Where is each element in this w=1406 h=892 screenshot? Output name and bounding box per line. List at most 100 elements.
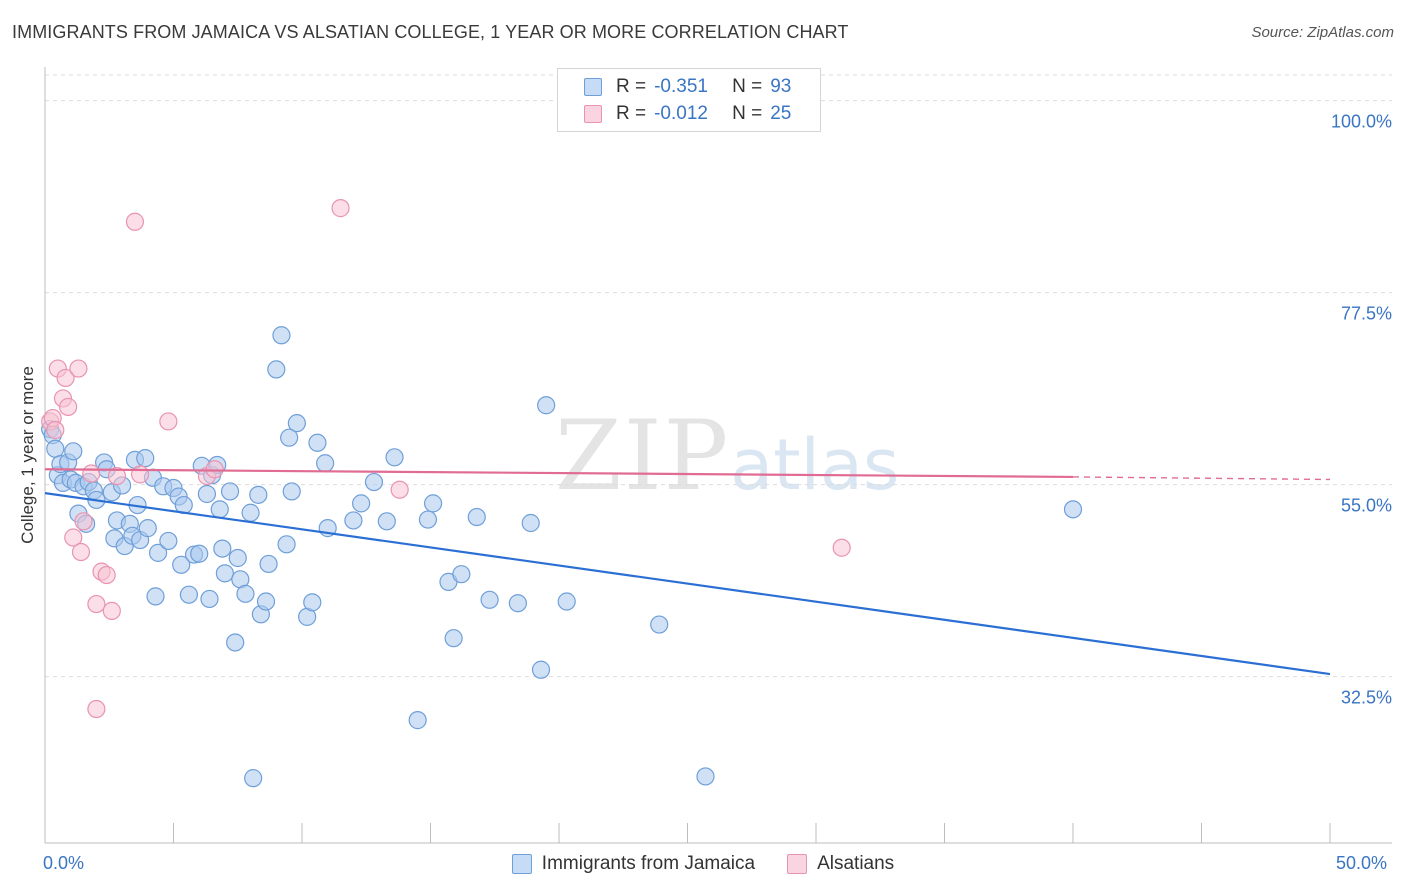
trend-line-alsatians-extension bbox=[1072, 476, 1331, 481]
point-jamaica bbox=[531, 660, 551, 679]
watermark: ZIPatlas bbox=[555, 400, 899, 512]
point-jamaica bbox=[267, 360, 286, 379]
point-alsatians bbox=[69, 359, 88, 378]
point-jamaica bbox=[241, 503, 260, 522]
watermark-atlas: atlas bbox=[730, 424, 900, 506]
point-jamaica bbox=[287, 414, 306, 433]
point-alsatians bbox=[97, 565, 116, 585]
legend-r-value: -0.012 bbox=[654, 103, 708, 124]
point-alsatians bbox=[205, 460, 224, 479]
legend-item-alsatians[interactable]: Alsatians bbox=[787, 853, 894, 875]
point-jamaica bbox=[236, 584, 255, 603]
point-jamaica bbox=[418, 510, 438, 529]
point-jamaica bbox=[159, 531, 178, 551]
point-jamaica bbox=[272, 326, 291, 345]
point-jamaica bbox=[210, 500, 229, 519]
point-jamaica bbox=[303, 593, 322, 612]
legend-r-value: -0.351 bbox=[654, 76, 708, 97]
point-jamaica bbox=[146, 587, 165, 606]
legend-stats: R = -0.351 N = 93 R = -0.012 N = 25 bbox=[557, 68, 821, 132]
point-alsatians bbox=[102, 601, 121, 620]
legend-label-jamaica: Immigrants from Jamaica bbox=[541, 853, 756, 874]
legend-n-label: N = bbox=[732, 76, 763, 97]
point-jamaica bbox=[508, 594, 527, 613]
point-jamaica bbox=[444, 629, 463, 648]
point-alsatians bbox=[82, 464, 101, 483]
point-jamaica bbox=[467, 507, 486, 527]
point-alsatians bbox=[56, 368, 75, 388]
source-label: Source: ZipAtlas.com bbox=[1251, 24, 1394, 41]
point-alsatians bbox=[59, 397, 78, 417]
legend-n-value: 25 bbox=[770, 103, 792, 124]
point-jamaica bbox=[244, 769, 263, 788]
y-tick-label: 100.0% bbox=[1331, 112, 1392, 132]
point-alsatians bbox=[125, 212, 145, 231]
point-alsatians bbox=[87, 699, 106, 719]
point-alsatians bbox=[390, 480, 409, 499]
point-jamaica bbox=[452, 565, 471, 584]
point-jamaica bbox=[64, 442, 83, 461]
trend-line-alsatians bbox=[44, 468, 1074, 479]
point-jamaica bbox=[408, 711, 427, 730]
legend-swatch-alsatians bbox=[787, 854, 808, 874]
point-jamaica bbox=[423, 494, 443, 513]
point-jamaica bbox=[696, 767, 715, 786]
y-tick-label: 77.5% bbox=[1341, 304, 1392, 324]
point-jamaica bbox=[136, 449, 155, 468]
point-jamaica bbox=[197, 484, 217, 504]
y-tick-label: 32.5% bbox=[1341, 688, 1392, 708]
point-jamaica bbox=[364, 472, 384, 492]
point-jamaica bbox=[650, 615, 669, 634]
point-jamaica bbox=[480, 590, 499, 609]
point-jamaica bbox=[46, 439, 65, 458]
point-jamaica bbox=[385, 448, 404, 467]
point-jamaica bbox=[226, 633, 245, 652]
watermark-zip: ZIP bbox=[555, 400, 731, 512]
legend-n-value: 93 bbox=[770, 76, 792, 97]
point-alsatians bbox=[71, 542, 91, 562]
point-alsatians bbox=[832, 538, 851, 557]
legend-stats-row-jamaica: R = -0.351 N = 93 bbox=[558, 74, 791, 100]
point-alsatians bbox=[87, 594, 106, 614]
legend-series: Immigrants from Jamaica Alsatians bbox=[0, 851, 1406, 877]
legend-n-label: N = bbox=[732, 103, 763, 124]
point-jamaica bbox=[148, 543, 168, 562]
point-jamaica bbox=[1063, 500, 1083, 519]
legend-r-label: R = bbox=[616, 76, 647, 97]
chart-title: IMMIGRANTS FROM JAMAICA VS ALSATIAN COLL… bbox=[12, 22, 849, 42]
point-alsatians bbox=[46, 420, 65, 440]
x-tick-label-min: 0.0% bbox=[43, 853, 85, 873]
point-alsatians bbox=[107, 466, 127, 486]
legend-r-label: R = bbox=[616, 103, 647, 124]
legend-label-alsatians: Alsatians bbox=[817, 853, 895, 874]
point-jamaica bbox=[259, 554, 278, 574]
point-jamaica bbox=[215, 564, 234, 583]
point-jamaica bbox=[213, 539, 232, 558]
point-jamaica bbox=[256, 592, 276, 611]
point-jamaica bbox=[249, 485, 268, 504]
y-tick-label: 55.0% bbox=[1341, 496, 1392, 516]
point-jamaica bbox=[138, 519, 157, 538]
point-jamaica bbox=[190, 544, 209, 563]
point-jamaica bbox=[228, 548, 247, 568]
point-jamaica bbox=[277, 535, 296, 554]
point-jamaica bbox=[280, 428, 299, 447]
point-jamaica bbox=[179, 585, 199, 604]
point-jamaica bbox=[316, 454, 335, 473]
point-alsatians bbox=[331, 199, 350, 218]
legend-swatch-jamaica bbox=[511, 854, 532, 874]
point-jamaica bbox=[521, 513, 540, 533]
trend-line-jamaica bbox=[44, 492, 1331, 676]
point-alsatians bbox=[74, 512, 93, 531]
point-jamaica bbox=[308, 433, 327, 452]
point-jamaica bbox=[557, 592, 576, 611]
legend-swatch-jamaica bbox=[584, 78, 602, 96]
point-jamaica bbox=[344, 511, 363, 530]
legend-stats-row-alsatians: R = -0.012 N = 25 bbox=[558, 101, 791, 127]
point-jamaica bbox=[537, 396, 556, 415]
point-alsatians bbox=[130, 465, 150, 484]
legend-item-jamaica[interactable]: Immigrants from Jamaica bbox=[511, 853, 756, 875]
point-alsatians bbox=[64, 528, 83, 547]
point-jamaica bbox=[282, 482, 301, 501]
